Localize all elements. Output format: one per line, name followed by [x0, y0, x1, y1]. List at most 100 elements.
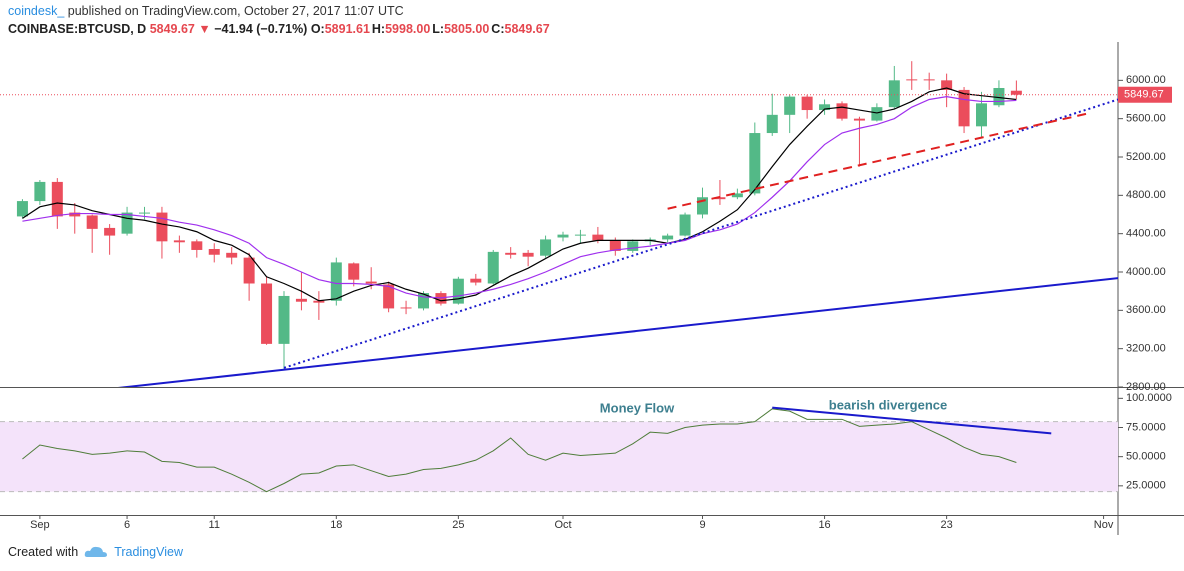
- x-tick-label: 18: [330, 519, 342, 531]
- candle-body: [993, 88, 1005, 106]
- money-flow-line: [22, 408, 1017, 493]
- x-tick-label: 6: [124, 519, 130, 531]
- candle-body: [609, 240, 621, 251]
- candle-body: [958, 89, 970, 127]
- axes: 2800.00 3200.00 3600.00 4000.00 4400.00 4800.…: [30, 74, 1172, 531]
- change: −41.94 (−0.71%): [214, 22, 308, 36]
- moving-average: [22, 96, 1017, 299]
- trend-line: [117, 277, 1118, 387]
- x-tick-label: 23: [941, 519, 953, 531]
- symbol: COINBASE:BTCUSD, D: [8, 22, 147, 36]
- y-tick-label: 75.0000: [1126, 421, 1166, 433]
- candle-body: [191, 241, 203, 250]
- ohlc-value: 5891.61: [324, 22, 370, 36]
- chart: 2800.00 3200.00 3600.00 4000.00 4400.00 4800.…: [0, 42, 1184, 535]
- trend-line: [667, 112, 1087, 210]
- ohlc-label: C:: [491, 22, 505, 36]
- price-pane: [0, 61, 1118, 387]
- y-tick-label: 5200.00: [1126, 151, 1166, 163]
- candle-body: [121, 212, 133, 234]
- candle-body: [976, 103, 987, 127]
- candle-body: [208, 249, 220, 255]
- candle-body: [365, 281, 377, 284]
- y-tick-label: 100.0000: [1126, 392, 1172, 404]
- x-tick-label: Nov: [1094, 519, 1114, 531]
- candle-body: [871, 107, 883, 121]
- y-tick-label: 50.0000: [1126, 451, 1166, 463]
- candle-body: [400, 307, 412, 309]
- candle-body: [557, 234, 569, 238]
- candle-body: [574, 234, 586, 236]
- candle-body: [766, 114, 778, 134]
- candle-body: [906, 79, 918, 81]
- candle-body: [34, 181, 46, 202]
- candle-body: [592, 234, 604, 241]
- candle-body: [627, 241, 639, 251]
- money-flow-title: Money Flow: [600, 400, 675, 415]
- author[interactable]: coindesk_: [8, 4, 65, 18]
- ohlc: O:5891.61 H:5998.00 L:5805.00 C:5849.67: [311, 22, 552, 36]
- ohlc-label: O:: [310, 22, 325, 36]
- x-tick-label: 16: [818, 519, 830, 531]
- created-with: Created with: [8, 545, 79, 559]
- candle-body: [888, 80, 900, 108]
- moving-average: [22, 87, 1017, 302]
- ohlc-label: L:: [432, 22, 445, 36]
- y-tick-label: 3200.00: [1126, 343, 1166, 355]
- ohlc-value: 5849.67: [504, 22, 550, 36]
- y-tick-label: 4000.00: [1126, 266, 1166, 278]
- candle-body: [418, 293, 429, 309]
- candle-body: [697, 197, 708, 215]
- candle-body: [1010, 90, 1022, 95]
- divergence-line: [772, 406, 1052, 435]
- candle-body: [86, 215, 98, 229]
- candle-body: [941, 80, 953, 90]
- annotation: bearish divergence: [829, 397, 948, 412]
- candle-body: [226, 252, 238, 258]
- candle-body: [505, 252, 517, 255]
- symbol-line: COINBASE:BTCUSD, D 5849.67 ▼ −41.94 (−0.…: [8, 22, 552, 36]
- y-tick-label: 3600.00: [1126, 304, 1166, 316]
- candle-body: [51, 181, 63, 217]
- candle-body: [69, 212, 81, 217]
- logo: [84, 546, 108, 557]
- change-arrow: ▼: [198, 22, 211, 36]
- money-flow-pane: [0, 406, 1118, 493]
- y-tick-label: 6000.00: [1126, 74, 1166, 86]
- y-tick-label: 4800.00: [1126, 189, 1166, 201]
- candle-body: [383, 284, 395, 309]
- candle-body: [104, 227, 116, 236]
- x-tick-label: Oct: [554, 519, 571, 531]
- x-tick-label: 11: [209, 519, 220, 531]
- candle-body: [836, 103, 848, 119]
- candle-body: [156, 212, 168, 242]
- candle-body: [784, 96, 796, 115]
- candle-body: [452, 278, 464, 304]
- candle-body: [819, 104, 831, 111]
- candle-body: [330, 262, 342, 301]
- last-price-label: 5849.67: [1124, 89, 1164, 101]
- candle-body: [679, 214, 691, 236]
- candle-body: [261, 283, 273, 344]
- candle-body: [749, 133, 761, 194]
- candle-body: [801, 96, 813, 111]
- candle-body: [313, 300, 325, 303]
- header-line: coindesk_ published on TradingView.com, …: [8, 4, 404, 18]
- footer: Created with TradingView: [8, 545, 183, 559]
- candle-body: [853, 118, 865, 121]
- brand[interactable]: TradingView: [114, 545, 183, 559]
- candle-body: [522, 252, 534, 257]
- last-price-box: [1118, 86, 1172, 103]
- candle-body: [470, 278, 482, 283]
- candle-body: [923, 79, 935, 81]
- candle-body: [731, 193, 743, 198]
- candle-body: [295, 298, 307, 302]
- candle-body: [278, 295, 290, 344]
- x-tick-label: 9: [699, 519, 705, 531]
- candle-body: [16, 201, 28, 217]
- candle-body: [540, 239, 552, 256]
- candle-body: [662, 235, 674, 240]
- ohlc-value: 5805.00: [444, 22, 490, 36]
- y-tick-label: 2800.00: [1126, 381, 1166, 393]
